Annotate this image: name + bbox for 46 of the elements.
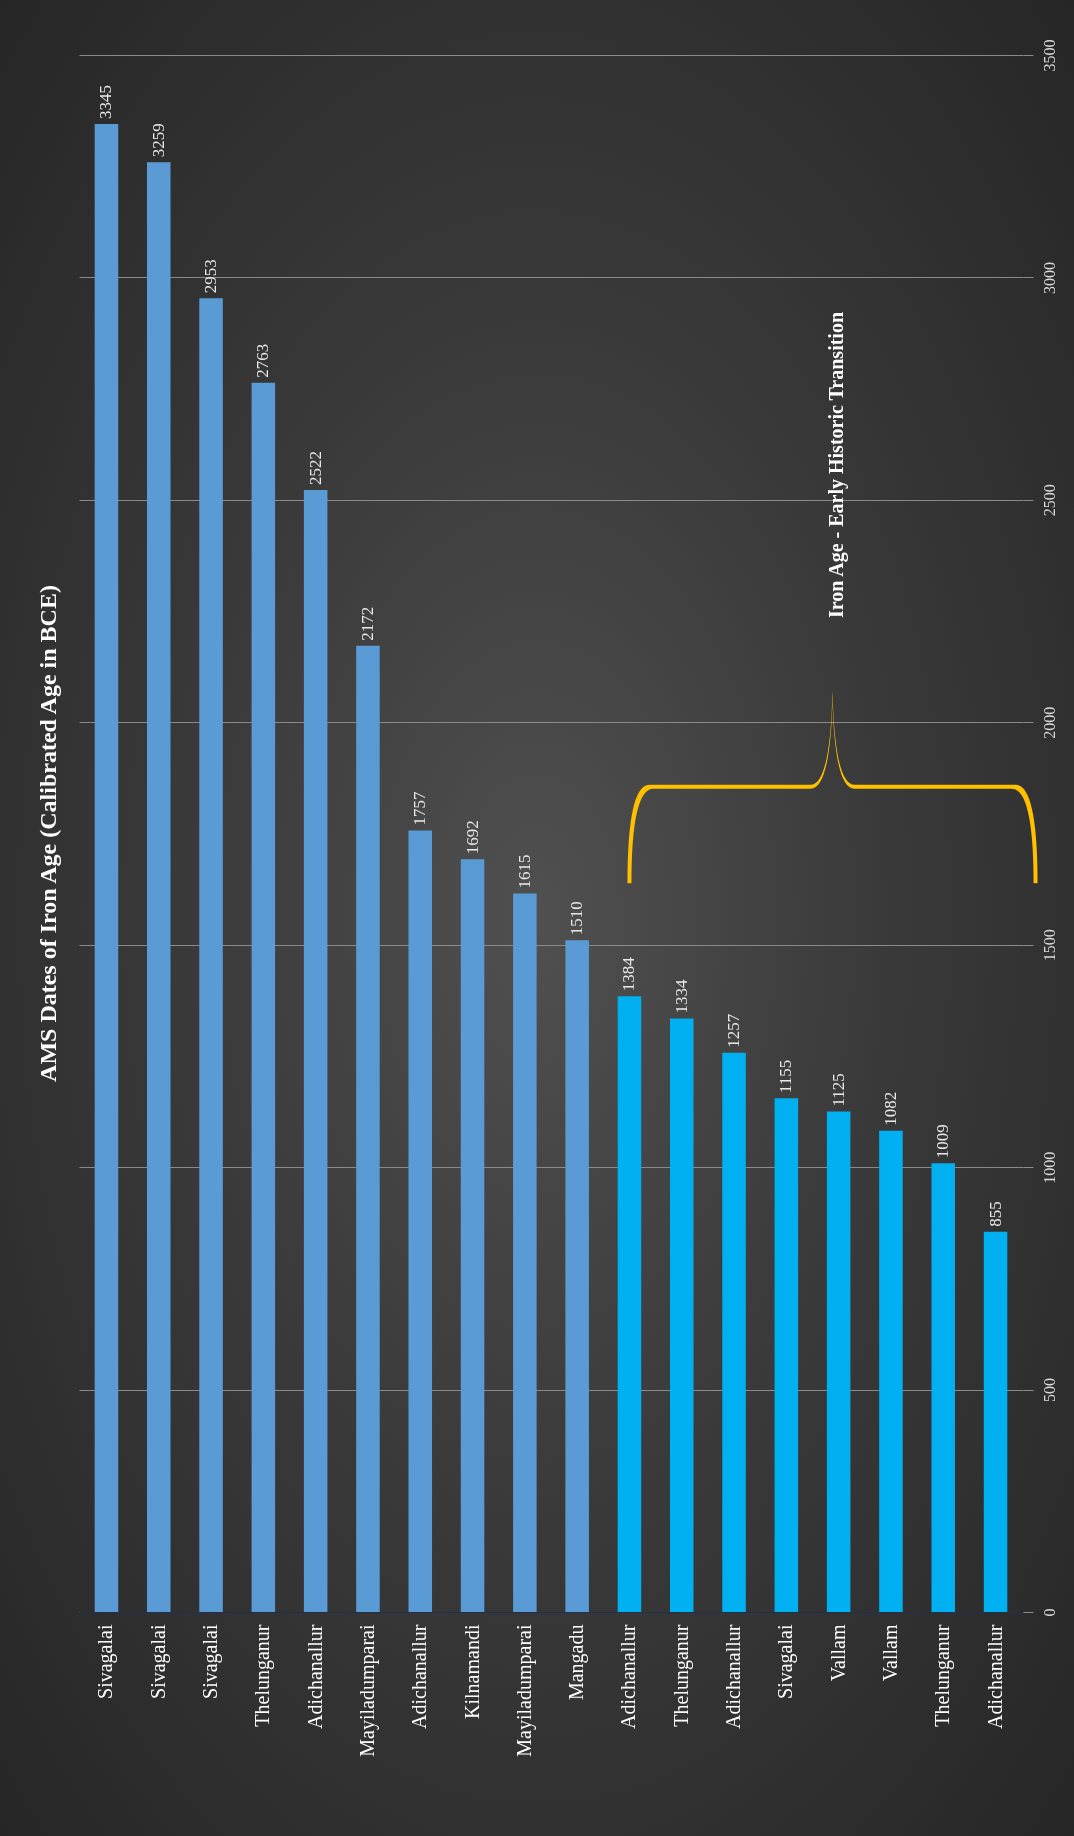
x-tick-label: Thelunganur [669,1624,693,1727]
x-tick-label: Adichanallur [408,1624,431,1729]
x-tick-label: Vallam [826,1624,849,1682]
annotation: Iron Age - Early Historic Transition [825,311,848,619]
x-tick-label: Thelunganur [251,1624,275,1727]
x-tick-label: Vallam [878,1624,901,1682]
data-label: 1692 [462,820,482,855]
x-tick-label: Thelunganur [931,1624,955,1727]
data-label: 1510 [567,901,587,936]
data-label: 1257 [724,1013,744,1048]
data-label: 1384 [619,956,639,992]
data-label: 3345 [96,84,116,119]
y-tick-label: 500 [1040,1378,1058,1403]
data-label: 1757 [410,790,430,826]
data-label: 1125 [828,1073,848,1107]
data-label: 855 [985,1201,1005,1227]
text: AMS Dates of Iron Age (Calibrated Age in BCE) [35,585,61,1082]
x-tick-label: Adichanallur [722,1624,745,1729]
data-label: 2763 [253,343,273,378]
data-label: 1009 [933,1124,953,1159]
data-label: 1155 [776,1059,796,1094]
x-tick-label: Mangadu [565,1624,589,1701]
data-label: 1334 [671,979,691,1014]
data-label: 1615 [514,854,534,889]
x-tick-label: Sivagalai [94,1624,118,1699]
y-tick-label: 0 [1040,1608,1058,1617]
y-tick-label: 2000 [1040,706,1058,739]
data-label: 2953 [201,259,221,294]
x-tick-label: Kilnamandi [460,1624,483,1719]
y-tick-label: 1500 [1040,929,1058,962]
x-tick-label: Adichanallur [303,1624,326,1729]
x-tick-label: Adichanallur [983,1624,1006,1729]
y-tick-label: 2500 [1040,484,1058,517]
x-tick-label: Mayiladumparai [355,1624,379,1757]
x-tick-label: Adichanallur [617,1624,640,1729]
x-tick-label: Mayiladumparai [512,1624,536,1757]
x-tick-label: Sivagalai [199,1624,223,1699]
data-label: 2522 [305,451,325,486]
y-tick-label: 1000 [1040,1151,1058,1184]
x-tick-label: Sivagalai [146,1624,170,1699]
data-label: 3259 [148,123,168,158]
x-tick-label: Sivagalai [774,1624,798,1699]
y-tick-label: 3500 [1040,39,1058,72]
data-label: 2172 [357,606,377,641]
y-tick-label: 3000 [1040,261,1058,294]
data-label: 1082 [880,1091,900,1126]
